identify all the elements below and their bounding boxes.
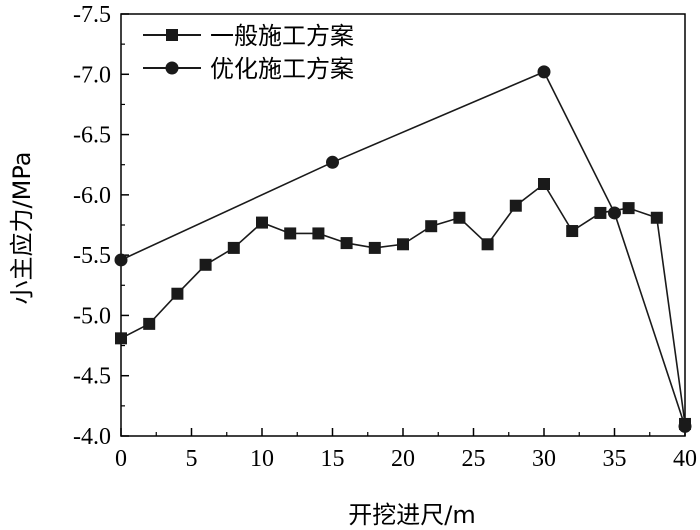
data-point (481, 238, 494, 251)
x-tick-label: 10 (250, 446, 274, 472)
x-axis-title: 开挖进尺/m (348, 501, 475, 529)
data-point (312, 227, 325, 240)
series-line-0 (120, 182, 686, 425)
data-point (678, 419, 692, 433)
data-point (115, 332, 127, 345)
series-layer (114, 65, 692, 433)
data-point (425, 220, 438, 233)
plot-border (120, 13, 686, 437)
legend-marker-series-0 (166, 29, 178, 41)
series-1 (114, 65, 692, 433)
x-tick-label: 25 (462, 446, 486, 472)
data-point (566, 225, 579, 238)
data-point (650, 211, 663, 224)
legend: 一般施工方案 优化施工方案 (143, 22, 354, 83)
y-tick-label: -5.0 (73, 303, 111, 329)
data-point (256, 216, 268, 229)
data-point (326, 155, 339, 169)
data-point (537, 65, 551, 79)
y-tick-label: -4.5 (73, 364, 111, 390)
data-point (538, 178, 550, 191)
y-tick-label: -7.0 (73, 62, 111, 88)
legend-label-series-1: 优化施工方案 (210, 55, 354, 83)
x-tick-label: 20 (391, 446, 415, 472)
y-axis: -4.0 -4.5 -5.0 -5.5 -6.0 -6.5 -7.0 -7.5 (73, 2, 129, 450)
data-point (284, 227, 297, 240)
data-point (199, 258, 212, 271)
legend-item-series-0: 一般施工方案 (143, 22, 354, 50)
data-point (453, 211, 466, 224)
y-tick-label: -7.5 (73, 2, 111, 28)
data-point (622, 202, 635, 215)
series-0 (115, 178, 691, 430)
x-axis: 0 5 10 15 20 25 30 35 40 (115, 428, 697, 472)
x-tick-label: 40 (673, 446, 697, 472)
x-tick-label: 30 (532, 446, 556, 472)
data-point (340, 237, 353, 250)
data-point (227, 241, 240, 254)
data-point (608, 206, 621, 220)
data-point (594, 206, 607, 219)
plot-frame (120, 13, 686, 437)
x-tick-label: 35 (603, 446, 627, 472)
data-point (143, 317, 156, 330)
y-tick-label: -5.5 (73, 243, 111, 269)
x-tick-label: 5 (186, 446, 198, 472)
legend-marker-series-1 (165, 61, 179, 75)
legend-label-series-0: 一般施工方案 (210, 22, 354, 50)
x-tick-label: 0 (115, 446, 127, 472)
y-tick-label: -6.0 (73, 183, 111, 209)
y-tick-label: -4.0 (73, 424, 111, 450)
x-tick-label: 15 (321, 446, 345, 472)
data-point (114, 253, 128, 267)
data-point (368, 241, 381, 254)
data-point (171, 287, 184, 300)
data-point (397, 238, 409, 251)
legend-item-series-1: 优化施工方案 (143, 55, 354, 83)
y-tick-label: -6.5 (73, 123, 111, 149)
data-point (509, 199, 522, 212)
y-axis-title: 小主应力/MPa (8, 152, 36, 305)
